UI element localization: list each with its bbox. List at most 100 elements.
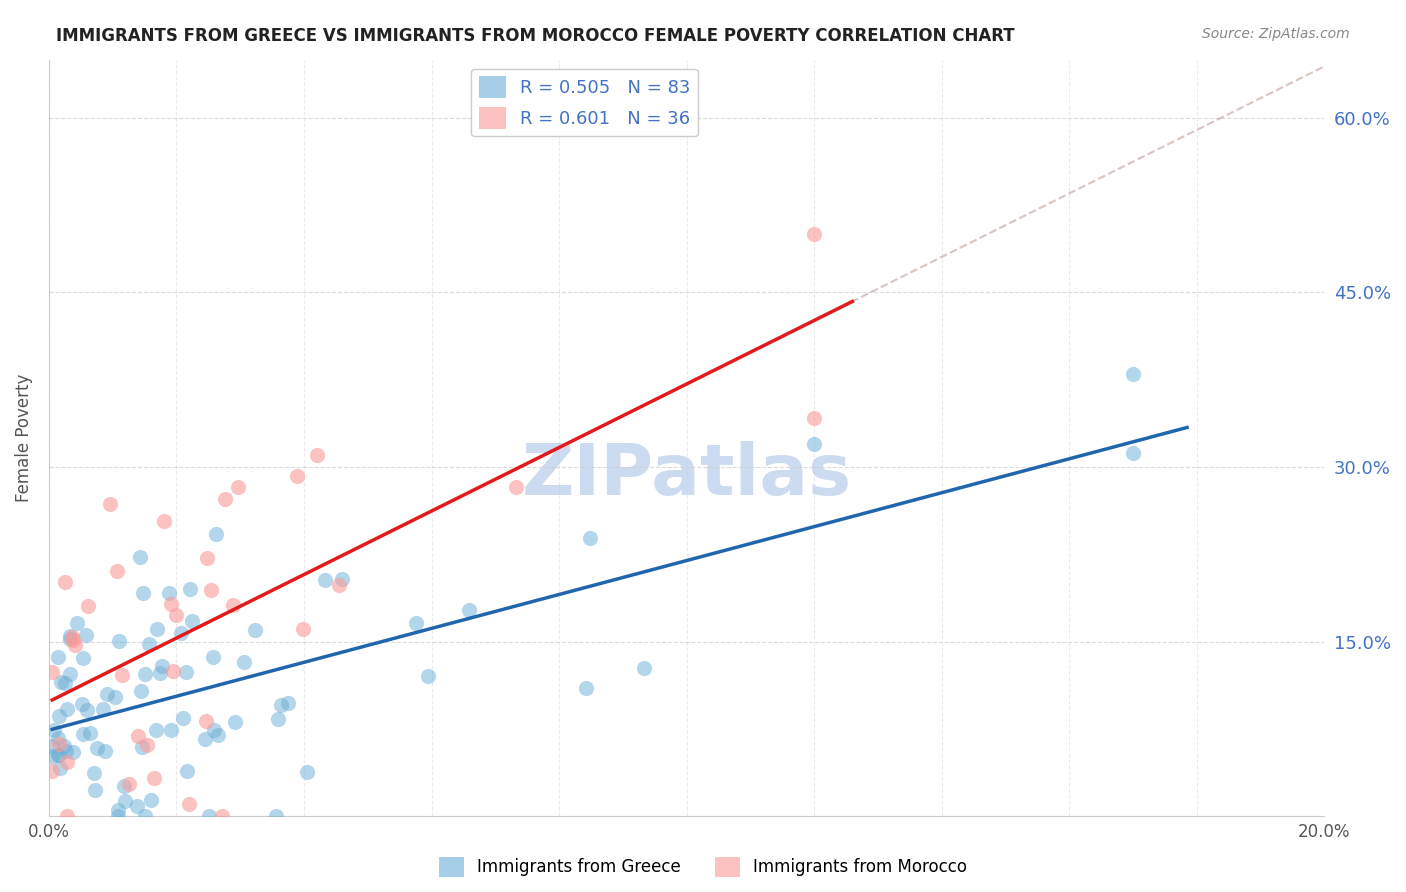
Point [59,632,82,647]
Point [134,809,156,823]
Point [59,629,82,643]
Point [307,448,329,462]
Text: ZIPatlas: ZIPatlas [522,442,852,510]
Point [98,497,121,511]
Point [49,761,72,775]
Point [277,696,299,710]
Point [127,729,149,743]
Point [416,669,439,683]
Point [76,703,98,717]
Point [129,683,152,698]
Point [803,227,825,242]
Point [226,480,249,494]
Point [46,747,69,762]
Point [48,737,70,751]
Y-axis label: Female Poverty: Female Poverty [15,374,32,502]
Point [66,615,89,630]
Point [195,551,218,566]
Point [233,655,256,669]
Point [53,676,76,690]
Point [153,515,176,529]
Point [150,658,173,673]
Point [267,712,290,726]
Point [243,623,266,637]
Point [93,744,115,758]
Point [86,741,108,756]
Point [105,564,128,578]
Point [138,637,160,651]
Legend: R = 0.505   N = 83, R = 0.601   N = 36: R = 0.505 N = 83, R = 0.601 N = 36 [471,69,697,136]
Point [328,578,350,592]
Point [145,723,167,738]
Point [62,633,84,648]
Point [108,634,131,648]
Point [330,573,353,587]
Point [266,809,288,823]
Point [93,701,115,715]
Point [202,723,225,737]
Point [41,749,63,764]
Point [141,793,163,807]
Point [207,728,229,742]
Point [146,622,169,636]
Point [128,549,150,564]
Point [211,809,233,823]
Point [65,638,87,652]
Point [114,794,136,808]
Text: Source: ZipAtlas.com: Source: ZipAtlas.com [1202,27,1350,41]
Point [46,650,69,665]
Point [62,745,84,759]
Point [42,723,65,737]
Point [170,626,193,640]
Point [111,668,134,682]
Point [41,764,63,778]
Point [195,714,218,728]
Point [55,755,77,769]
Point [143,772,166,786]
Point [179,582,201,597]
Point [181,614,204,628]
Text: IMMIGRANTS FROM GREECE VS IMMIGRANTS FROM MOROCCO FEMALE POVERTY CORRELATION CHA: IMMIGRANTS FROM GREECE VS IMMIGRANTS FRO… [56,27,1015,45]
Point [112,779,135,793]
Point [578,531,600,545]
Point [107,803,129,817]
Point [49,675,72,690]
Point [633,661,655,675]
Point [174,665,197,679]
Point [53,575,76,590]
Point [59,667,82,681]
Point [803,437,825,451]
Point [132,586,155,600]
Point [176,764,198,778]
Point [48,708,70,723]
Point [270,698,292,712]
Point [179,797,201,812]
Point [314,573,336,587]
Point [70,697,93,711]
Point [107,808,129,822]
Point [292,622,315,636]
Point [172,711,194,725]
Point [575,681,598,695]
Point [134,667,156,681]
Point [77,599,100,613]
Point [41,739,63,753]
Point [131,739,153,754]
Point [48,731,70,745]
Point [56,809,79,823]
Point [135,739,157,753]
Point [160,723,183,738]
Legend: Immigrants from Greece, Immigrants from Morocco: Immigrants from Greece, Immigrants from … [433,850,973,884]
Point [285,469,308,483]
Point [295,764,318,779]
Point [52,739,75,754]
Point [162,664,184,678]
Point [83,766,105,780]
Point [104,690,127,705]
Point [803,411,825,425]
Point [165,608,187,623]
Point [118,777,141,791]
Point [1122,367,1144,381]
Point [75,627,97,641]
Point [222,599,245,613]
